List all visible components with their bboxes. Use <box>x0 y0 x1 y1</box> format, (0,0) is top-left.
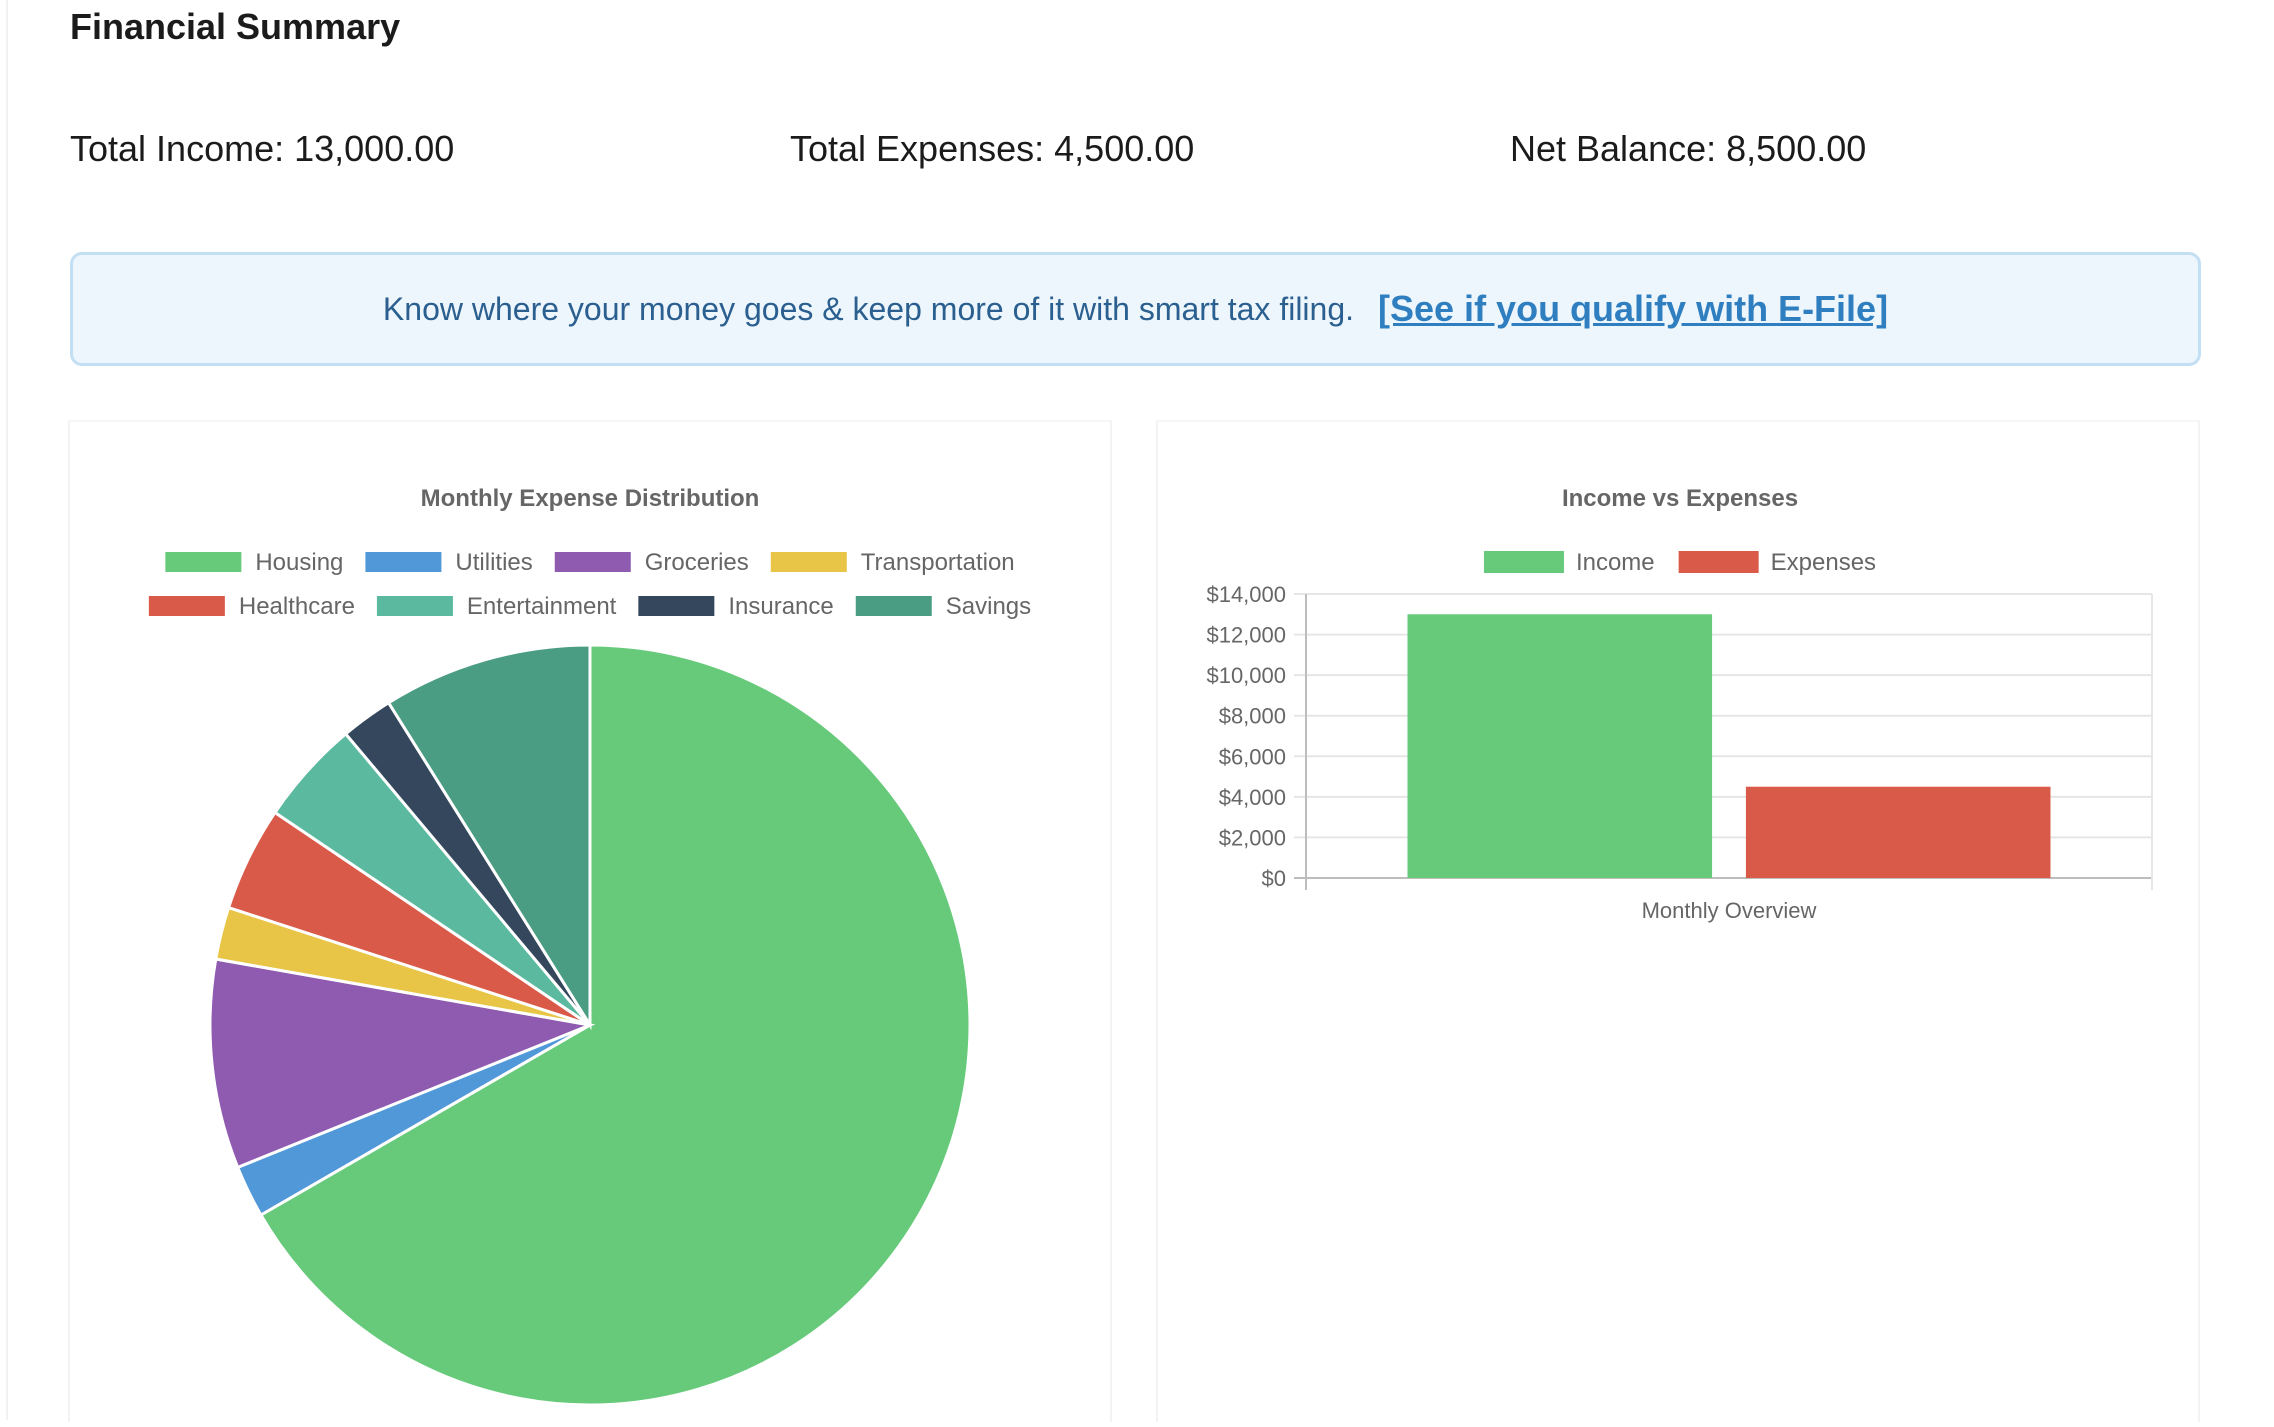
bar-chart: Income vs Expenses Income Expenses $14,00… <box>1206 485 2153 923</box>
bar-y-tick-label: $0 <box>1262 866 1286 891</box>
bar-legend-label: Income <box>1576 549 1655 576</box>
pie-chart: Monthly Expense Distribution Housing Util… <box>148 485 1031 1407</box>
pie-legend-swatch <box>638 596 715 616</box>
bar-y-tick-label: $8,000 <box>1219 704 1286 729</box>
bar-x-tick-label: Monthly Overview <box>1642 898 1817 923</box>
net-balance: Net Balance: 8,500.00 <box>1510 128 1867 169</box>
pie-legend-swatch <box>165 552 242 572</box>
bar-y-tick-label: $4,000 <box>1219 785 1286 810</box>
pie-legend-label: Groceries <box>645 549 749 576</box>
pie-chart-title: Monthly Expense Distribution <box>421 485 760 512</box>
pie-legend-item-entertainment[interactable]: Entertainment <box>376 593 617 620</box>
pie-slice-groceries[interactable] <box>208 957 596 1170</box>
pie-legend-label: Healthcare <box>239 593 355 620</box>
bar-y-tick-label: $14,000 <box>1206 582 1286 607</box>
pie-legend-swatch <box>148 596 225 616</box>
page-left-border <box>6 0 8 1420</box>
tax-banner: Know where your money goes & keep more o… <box>70 252 2201 366</box>
pie-legend-item-utilities[interactable]: Utilities <box>365 549 533 576</box>
pie-legend-label: Insurance <box>728 593 833 620</box>
page-title: Financial Summary <box>70 6 401 47</box>
pie-legend-item-transportation[interactable]: Transportation <box>770 549 1015 576</box>
bar-chart-title: Income vs Expenses <box>1562 485 1798 512</box>
banner-text: Know where your money goes & keep more o… <box>382 290 1355 327</box>
pie-legend-label: Transportation <box>861 549 1015 576</box>
pie-legend-item-housing[interactable]: Housing <box>165 549 343 576</box>
pie-legend-item-savings[interactable]: Savings <box>855 593 1031 620</box>
pie-legend-label: Housing <box>255 549 343 576</box>
bar-legend-label: Expenses <box>1771 549 1876 576</box>
pie-legend-item-healthcare[interactable]: Healthcare <box>148 593 355 620</box>
bar-y-tick-label: $6,000 <box>1219 744 1286 769</box>
bar-legend-swatch <box>1678 551 1759 573</box>
pie-slice-housing[interactable] <box>258 643 972 1407</box>
bar-y-tick-label: $2,000 <box>1219 825 1286 850</box>
total-expenses: Total Expenses: 4,500.00 <box>790 128 1195 169</box>
pie-legend-label: Savings <box>946 593 1031 620</box>
summary-row: Total Income: 13,000.00 Total Expenses: … <box>0 128 2274 174</box>
efile-link[interactable]: [See if you qualify with E-File] <box>1378 288 1889 329</box>
total-income: Total Income: 13,000.00 <box>70 128 455 169</box>
bar-y-tick-label: $10,000 <box>1206 663 1286 688</box>
pie-slice-savings[interactable] <box>386 643 592 1031</box>
bar-expenses[interactable] <box>1745 786 2051 878</box>
pie-legend-label: Utilities <box>455 549 532 576</box>
bar-legend-item-expenses[interactable]: Expenses <box>1678 549 1876 576</box>
pie-legend-swatch <box>554 552 631 572</box>
pie-chart-card: Monthly Expense Distribution Housing Util… <box>68 420 1112 1422</box>
bar-y-tick-label: $12,000 <box>1206 623 1286 648</box>
pie-legend-label: Entertainment <box>467 593 617 620</box>
bar-legend-item-income[interactable]: Income <box>1483 549 1655 576</box>
pie-legend-item-insurance[interactable]: Insurance <box>638 593 834 620</box>
pie-legend-swatch <box>855 596 932 616</box>
bar-income[interactable] <box>1407 614 1713 878</box>
bar-legend-swatch <box>1483 551 1564 573</box>
pie-legend-swatch <box>770 552 847 572</box>
pie-legend-item-groceries[interactable]: Groceries <box>554 549 749 576</box>
bar-chart-card: Income vs Expenses Income Expenses $14,00… <box>1156 420 2200 1422</box>
pie-legend-swatch <box>376 596 453 616</box>
pie-legend-swatch <box>365 552 442 572</box>
